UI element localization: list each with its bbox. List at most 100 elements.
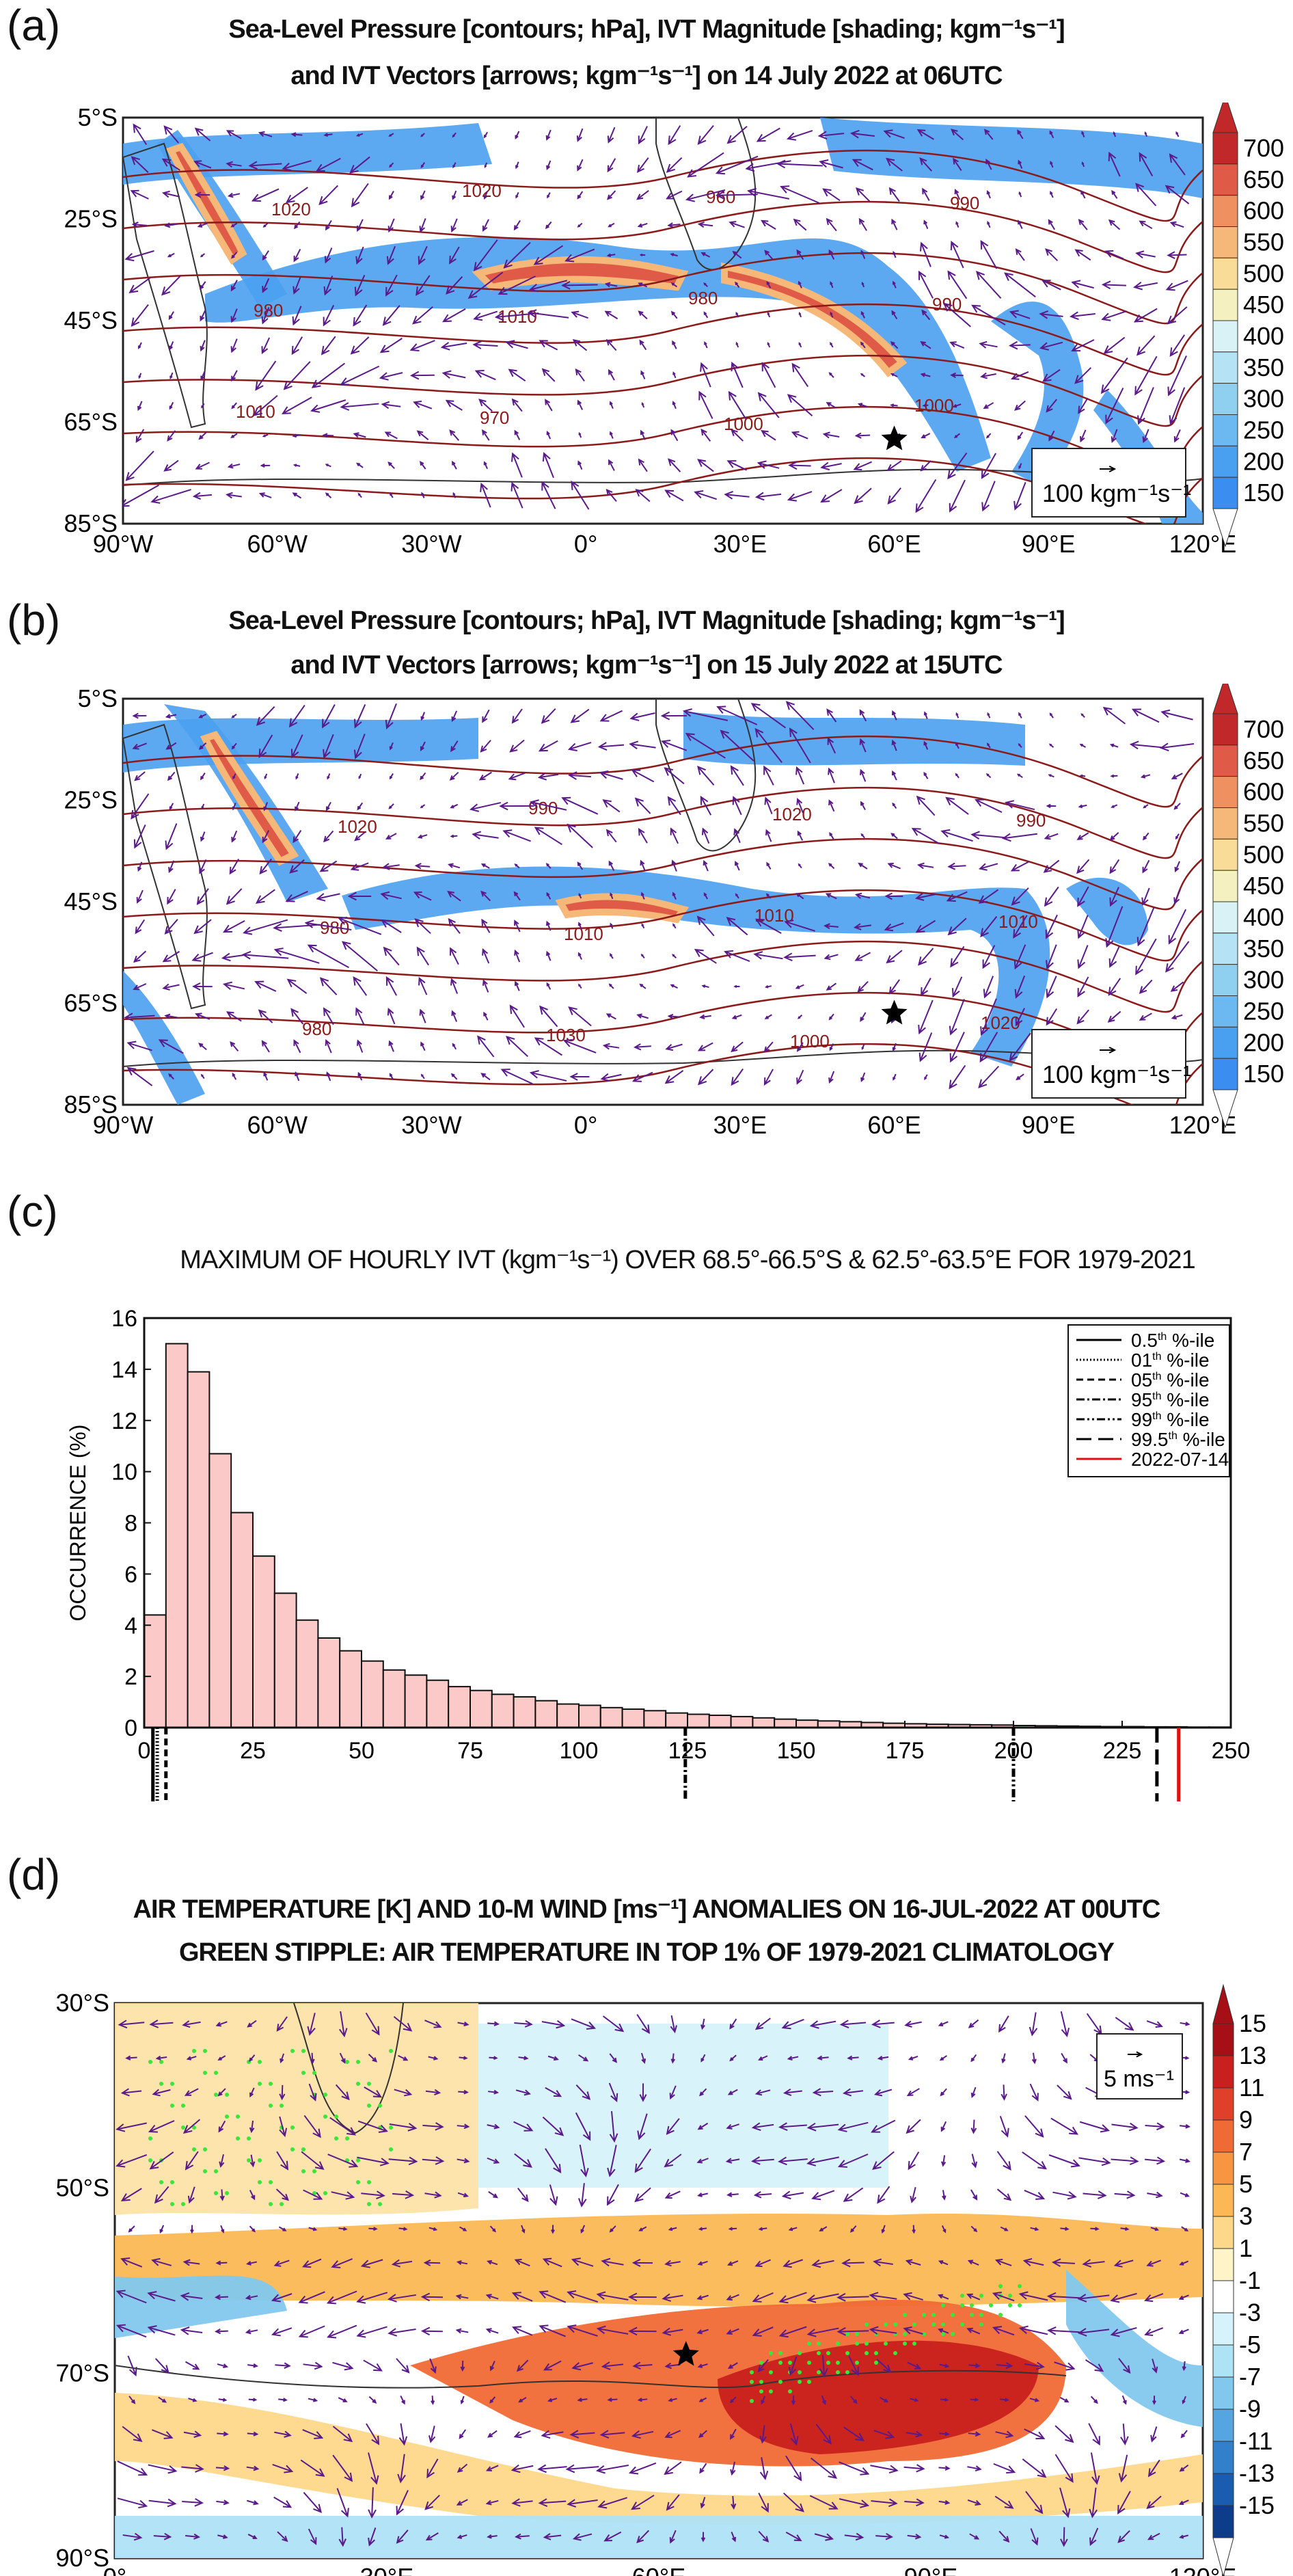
wind-arrow	[503, 241, 531, 269]
wind-arrow	[335, 2084, 350, 2101]
histogram-bar	[230, 1512, 254, 1728]
wind-arrow	[907, 2534, 922, 2540]
wind-arrow	[1029, 2398, 1040, 2402]
wind-arrow	[1016, 773, 1023, 778]
wind-arrow	[670, 310, 678, 319]
wind-arrow	[701, 827, 710, 844]
wind-arrow	[271, 2327, 292, 2337]
wind-arrow	[1100, 466, 1117, 472]
longitude-label: 30°E	[713, 1111, 767, 1135]
panel-b-label: (b)	[7, 595, 61, 645]
wind-arrow	[128, 2396, 136, 2404]
wind-arrow	[607, 126, 616, 144]
wind-arrow	[398, 2227, 408, 2231]
stipple-dot	[874, 2361, 878, 2365]
wind-arrow	[482, 219, 489, 232]
wind-vector-field	[115, 2011, 1191, 2547]
wind-arrow	[903, 2464, 925, 2473]
wind-arrow	[606, 253, 616, 258]
wind-arrow	[185, 2361, 200, 2370]
histogram-bar	[252, 1555, 275, 1729]
wind-arrow	[604, 310, 618, 320]
wind-arrow	[855, 187, 871, 202]
wind-arrow	[890, 403, 898, 407]
wind-arrow	[860, 768, 867, 782]
wind-arrow	[385, 833, 397, 840]
wind-arrow	[389, 742, 394, 751]
wind-arrow	[826, 982, 837, 991]
wind-arrow	[134, 771, 146, 781]
wind-arrow	[603, 2531, 622, 2542]
reference-vector-label: 100 kgm⁻¹s⁻¹	[1042, 1060, 1191, 1088]
ivt-colorbar-label: 550	[1243, 809, 1284, 837]
wind-arrow	[420, 1041, 426, 1051]
wind-arrow	[758, 2227, 767, 2231]
wind-arrow	[547, 2398, 558, 2402]
stipple-dot	[203, 2071, 207, 2075]
longitude-label: 60°E	[867, 530, 921, 554]
wind-arrow	[339, 2052, 346, 2064]
wind-arrow	[389, 773, 394, 780]
wind-arrow	[983, 402, 994, 410]
wind-arrow	[731, 1014, 742, 1019]
wind-arrow	[1139, 1012, 1152, 1021]
wind-arrow	[511, 2464, 534, 2473]
wind-arrow	[325, 492, 332, 498]
wind-arrow	[1102, 706, 1126, 725]
stipple-dot	[214, 2071, 218, 2075]
wind-arrow	[664, 2259, 681, 2267]
slp-contour-label: 1010	[998, 911, 1038, 932]
wind-arrow	[168, 311, 174, 321]
wind-arrow	[764, 250, 774, 260]
wind-arrow	[1080, 713, 1085, 718]
wind-arrow	[631, 2430, 654, 2439]
wind-arrow	[1105, 387, 1124, 425]
wind-arrow	[326, 1071, 331, 1082]
histogram-bar	[556, 1703, 580, 1728]
wind-arrow	[752, 2326, 774, 2337]
histogram-bar	[513, 1696, 536, 1729]
reference-vector-box	[1031, 448, 1186, 518]
wind-arrow	[981, 481, 996, 512]
wind-arrow	[1029, 2083, 1039, 2102]
wind-arrow	[447, 891, 461, 902]
wind-arrow	[118, 2020, 145, 2029]
stipple-dot	[855, 2342, 859, 2346]
wind-arrow	[1136, 335, 1156, 356]
wind-arrow	[759, 2457, 769, 2480]
wind-arrow	[781, 2019, 804, 2030]
wind-arrow	[1167, 251, 1187, 259]
wind-arrow	[1050, 161, 1054, 168]
wind-arrow	[262, 433, 269, 438]
ivt-colorbar-max-triangle	[1212, 684, 1238, 714]
y-tick-label: 6	[124, 1561, 137, 1587]
wind-arrow	[938, 2465, 951, 2471]
chart-title: MAXIMUM OF HOURLY IVT (kgm⁻¹s⁻¹) OVER 68…	[180, 1246, 1195, 1274]
wind-arrow	[572, 338, 588, 351]
wind-arrow	[853, 461, 872, 471]
wind-arrow	[811, 2259, 834, 2268]
wind-arrow	[947, 917, 967, 936]
wind-arrow	[605, 829, 617, 843]
wind-arrow	[939, 2431, 950, 2437]
slp-contour	[123, 149, 1203, 222]
ivt-colorbar-swatch	[1212, 964, 1238, 996]
wind-arrow	[131, 793, 150, 820]
wind-arrow	[350, 862, 369, 871]
wind-arrow	[336, 2488, 349, 2518]
wind-arrow	[668, 2227, 677, 2231]
wind-arrow	[323, 830, 334, 843]
wind-arrow	[480, 740, 491, 753]
wind-arrow	[215, 2260, 228, 2266]
temperature-colorbar-label: 5	[1239, 2170, 1253, 2198]
wind-arrow	[806, 2293, 839, 2303]
wind-arrow	[767, 341, 771, 348]
wind-arrow	[606, 2184, 619, 2206]
wind-arrow	[416, 275, 431, 296]
wind-arrow	[565, 2464, 599, 2473]
wind-arrow	[316, 893, 340, 902]
wind-arrow	[256, 706, 275, 726]
stipple-dot	[181, 2202, 185, 2206]
wind-arrow	[761, 219, 776, 230]
wind-arrow	[515, 2089, 532, 2096]
